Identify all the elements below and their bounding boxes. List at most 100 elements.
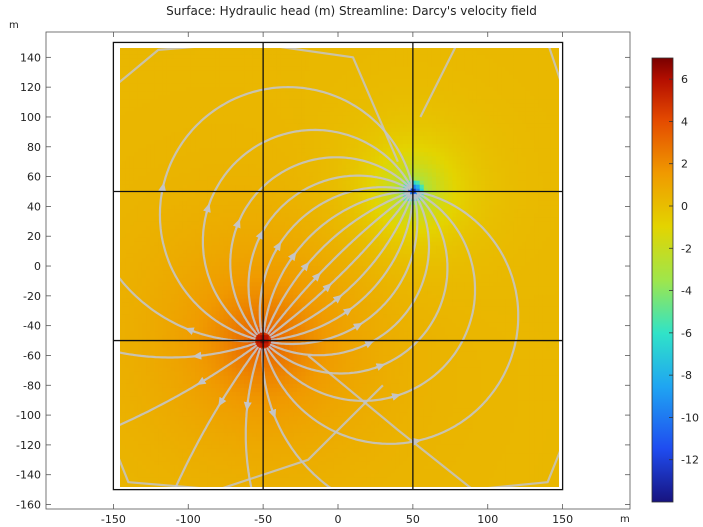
field-cell bbox=[301, 148, 306, 153]
field-cell bbox=[227, 152, 233, 157]
field-cell bbox=[199, 131, 204, 137]
field-cell bbox=[391, 42, 396, 47]
field-cell bbox=[554, 119, 559, 125]
field-cell bbox=[146, 119, 151, 125]
field-cell bbox=[387, 62, 392, 68]
field-cell bbox=[113, 71, 118, 76]
field-cell bbox=[137, 184, 143, 190]
field-cell bbox=[280, 140, 286, 145]
field-cell bbox=[203, 131, 208, 137]
field-cell bbox=[468, 184, 474, 190]
field-cell bbox=[333, 50, 339, 56]
field-cell bbox=[317, 152, 323, 157]
field-cell bbox=[558, 48, 559, 52]
field-cell bbox=[468, 148, 474, 153]
field-cell bbox=[509, 140, 515, 145]
field-cell bbox=[121, 152, 127, 157]
field-cell bbox=[534, 83, 539, 88]
field-cell bbox=[480, 58, 486, 64]
field-cell bbox=[448, 140, 453, 145]
field-cell bbox=[239, 95, 245, 100]
field-cell bbox=[141, 140, 147, 145]
field-cell bbox=[529, 180, 535, 186]
field-cell bbox=[542, 152, 547, 157]
field-cell bbox=[448, 213, 453, 218]
field-cell bbox=[493, 74, 498, 80]
field-cell bbox=[166, 172, 172, 178]
field-cell bbox=[480, 119, 486, 125]
field-cell bbox=[529, 54, 535, 60]
field-cell bbox=[182, 180, 188, 186]
field-cell bbox=[387, 74, 392, 80]
field-cell bbox=[120, 148, 123, 153]
field-cell bbox=[509, 131, 515, 137]
field-cell bbox=[321, 62, 327, 68]
field-cell bbox=[346, 107, 351, 113]
field-cell bbox=[280, 62, 286, 68]
field-cell bbox=[133, 196, 139, 202]
field-cell bbox=[297, 156, 302, 161]
field-cell bbox=[501, 213, 507, 218]
field-cell bbox=[150, 156, 155, 161]
field-cell bbox=[268, 184, 274, 190]
field-cell bbox=[182, 205, 188, 210]
field-cell bbox=[354, 144, 360, 149]
field-cell bbox=[309, 196, 315, 202]
field-cell bbox=[534, 42, 539, 47]
field-cell bbox=[497, 221, 502, 226]
field-cell bbox=[256, 200, 261, 206]
field-cell bbox=[166, 70, 172, 76]
field-cell bbox=[288, 200, 294, 206]
field-cell bbox=[272, 58, 278, 64]
field-cell bbox=[297, 144, 302, 149]
field-cell bbox=[268, 168, 274, 174]
field-cell bbox=[448, 172, 453, 178]
field-cell bbox=[137, 115, 143, 121]
field-cell bbox=[120, 50, 123, 56]
field-cell bbox=[501, 103, 507, 109]
field-cell bbox=[146, 70, 151, 76]
field-cell bbox=[493, 172, 498, 178]
field-cell bbox=[485, 144, 490, 149]
field-cell bbox=[436, 111, 441, 117]
field-cell bbox=[497, 196, 502, 202]
field-cell bbox=[121, 213, 127, 218]
field-cell bbox=[452, 148, 458, 153]
field-cell bbox=[178, 91, 184, 96]
field-cell bbox=[199, 213, 204, 218]
field-cell bbox=[510, 42, 515, 47]
field-cell bbox=[366, 127, 372, 133]
field-cell bbox=[350, 48, 355, 52]
field-cell bbox=[338, 131, 343, 137]
field-cell bbox=[382, 213, 388, 218]
field-cell bbox=[186, 140, 192, 145]
field-cell bbox=[382, 91, 388, 96]
field-cell bbox=[248, 83, 253, 88]
field-cell bbox=[546, 127, 551, 133]
field-cell bbox=[497, 217, 502, 222]
field-cell bbox=[485, 70, 490, 76]
field-cell bbox=[195, 131, 200, 137]
field-cell bbox=[407, 111, 413, 117]
field-cell bbox=[256, 164, 261, 170]
field-cell bbox=[256, 95, 261, 100]
field-cell bbox=[325, 66, 331, 72]
field-cell bbox=[542, 148, 547, 153]
field-cell bbox=[120, 115, 123, 121]
field-cell bbox=[178, 140, 184, 145]
field-cell bbox=[219, 172, 225, 178]
field-cell bbox=[264, 127, 270, 133]
field-cell bbox=[452, 152, 458, 157]
field-cell bbox=[362, 70, 368, 76]
field-cell bbox=[399, 213, 404, 218]
field-cell bbox=[133, 213, 139, 218]
field-cell bbox=[317, 205, 323, 210]
field-cell bbox=[517, 123, 523, 129]
field-cell bbox=[305, 217, 311, 222]
field-cell bbox=[448, 144, 453, 149]
field-cell bbox=[485, 123, 490, 129]
field-cell bbox=[280, 74, 286, 80]
field-cell bbox=[224, 42, 229, 47]
field-cell bbox=[546, 87, 551, 92]
